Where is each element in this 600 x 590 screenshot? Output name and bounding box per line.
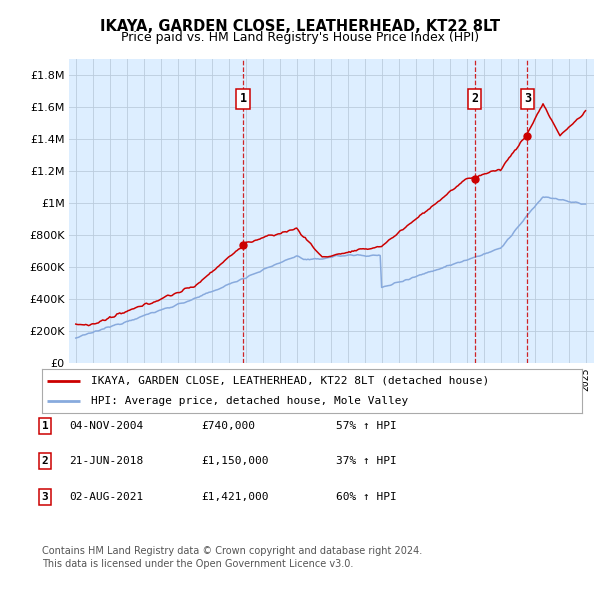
Text: 3: 3 bbox=[524, 93, 531, 106]
Text: 1: 1 bbox=[239, 93, 247, 106]
Text: 21-JUN-2018: 21-JUN-2018 bbox=[69, 457, 143, 466]
Text: 1: 1 bbox=[41, 421, 49, 431]
Text: 02-AUG-2021: 02-AUG-2021 bbox=[69, 492, 143, 502]
Text: £1,421,000: £1,421,000 bbox=[201, 492, 269, 502]
Text: This data is licensed under the Open Government Licence v3.0.: This data is licensed under the Open Gov… bbox=[42, 559, 353, 569]
Text: £1,150,000: £1,150,000 bbox=[201, 457, 269, 466]
Text: 04-NOV-2004: 04-NOV-2004 bbox=[69, 421, 143, 431]
Text: 2: 2 bbox=[471, 93, 478, 106]
Text: 37% ↑ HPI: 37% ↑ HPI bbox=[336, 457, 397, 466]
Text: IKAYA, GARDEN CLOSE, LEATHERHEAD, KT22 8LT: IKAYA, GARDEN CLOSE, LEATHERHEAD, KT22 8… bbox=[100, 19, 500, 34]
Text: 2: 2 bbox=[41, 457, 49, 466]
Text: HPI: Average price, detached house, Mole Valley: HPI: Average price, detached house, Mole… bbox=[91, 396, 408, 406]
Text: IKAYA, GARDEN CLOSE, LEATHERHEAD, KT22 8LT (detached house): IKAYA, GARDEN CLOSE, LEATHERHEAD, KT22 8… bbox=[91, 376, 489, 386]
Text: Contains HM Land Registry data © Crown copyright and database right 2024.: Contains HM Land Registry data © Crown c… bbox=[42, 546, 422, 556]
Text: £740,000: £740,000 bbox=[201, 421, 255, 431]
Text: 3: 3 bbox=[41, 492, 49, 502]
Text: 57% ↑ HPI: 57% ↑ HPI bbox=[336, 421, 397, 431]
Text: Price paid vs. HM Land Registry's House Price Index (HPI): Price paid vs. HM Land Registry's House … bbox=[121, 31, 479, 44]
Text: 60% ↑ HPI: 60% ↑ HPI bbox=[336, 492, 397, 502]
